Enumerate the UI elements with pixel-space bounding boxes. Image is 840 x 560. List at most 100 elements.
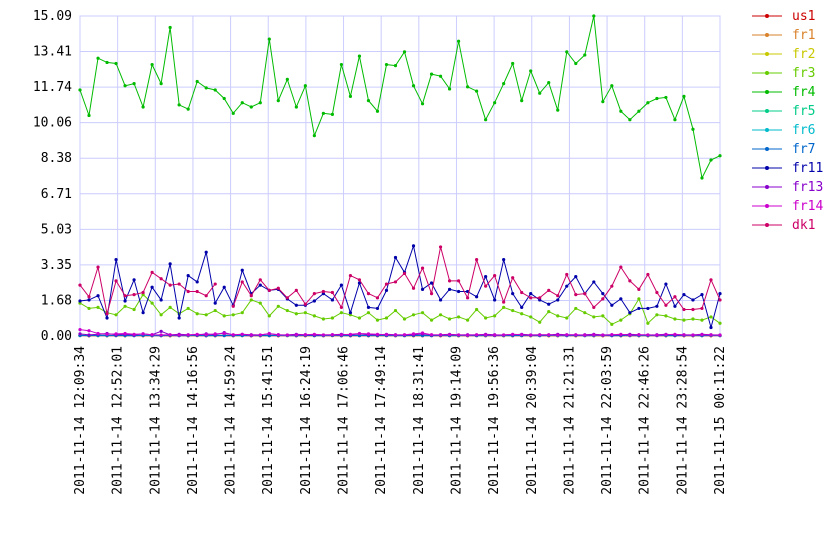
data-point-fr3 <box>556 314 560 318</box>
data-point-fr14 <box>610 333 614 337</box>
data-point-fr4 <box>357 54 362 58</box>
data-point-dk1 <box>267 288 271 293</box>
data-point-fr14 <box>294 333 298 337</box>
data-point-dk1 <box>303 302 307 306</box>
data-point-fr4 <box>628 118 632 122</box>
data-point-dk1 <box>132 293 136 297</box>
data-point-fr3 <box>159 313 163 317</box>
data-point-fr11 <box>411 244 416 248</box>
legend-item-fr13: fr13 <box>752 180 823 195</box>
data-point-fr4 <box>105 60 109 65</box>
data-point-dk1 <box>655 290 659 295</box>
data-point-fr14 <box>195 332 199 336</box>
data-point-fr14 <box>231 333 235 337</box>
data-point-fr14 <box>502 333 506 337</box>
data-point-fr11 <box>177 316 181 320</box>
data-point-fr14 <box>276 333 280 337</box>
data-point-fr4 <box>87 113 91 118</box>
data-point-dk1 <box>357 278 362 282</box>
data-point-fr4 <box>610 84 614 88</box>
data-point-fr4 <box>438 74 443 78</box>
data-point-fr3 <box>204 313 208 317</box>
data-point-fr4 <box>276 99 280 103</box>
plot-frame <box>79 15 721 337</box>
data-point-fr3 <box>303 311 307 315</box>
data-point-fr11 <box>655 304 659 308</box>
data-point-fr4 <box>420 102 425 106</box>
data-point-dk1 <box>375 296 380 300</box>
legend-swatch-marker <box>765 33 769 37</box>
data-point-fr11 <box>637 306 641 311</box>
series-line-fr4 <box>79 15 721 180</box>
data-point-fr14 <box>429 333 434 337</box>
data-point-fr11 <box>493 298 497 302</box>
data-point-fr4 <box>114 61 118 66</box>
data-point-fr11 <box>456 289 461 294</box>
data-point-fr11 <box>502 258 506 262</box>
data-point-dk1 <box>556 294 560 298</box>
legend-swatch-marker <box>765 52 769 56</box>
legend: us1 fr1 fr2 fr3 fr4 fr5 fr6 fr7 fr11 fr13 fr14 dk1 <box>752 9 823 233</box>
legend-swatch-marker <box>765 14 769 18</box>
data-point-dk1 <box>628 279 632 283</box>
legend-swatch-marker <box>765 147 769 151</box>
data-point-fr3 <box>682 318 686 322</box>
data-point-fr3 <box>258 301 262 305</box>
data-point-dk1 <box>123 294 127 298</box>
y-tick-label: 6.71 <box>41 187 72 202</box>
data-point-fr14 <box>186 333 190 337</box>
data-point-fr11 <box>393 255 398 260</box>
data-point-fr3 <box>438 313 443 317</box>
data-point-dk1 <box>285 296 289 300</box>
legend-label: us1 <box>792 9 815 24</box>
data-point-dk1 <box>673 295 677 299</box>
data-point-fr14 <box>114 332 118 336</box>
data-point-fr14 <box>222 331 226 336</box>
data-point-fr14 <box>700 333 704 337</box>
data-point-fr3 <box>511 308 515 313</box>
data-point-fr14 <box>105 332 109 336</box>
data-point-fr4 <box>565 50 569 54</box>
series-fr14 <box>78 328 722 337</box>
x-tick-label: 2011-11-14 22:03:59 <box>600 346 615 495</box>
data-point-dk1 <box>493 273 497 278</box>
data-point-dk1 <box>150 270 154 274</box>
data-point-fr11 <box>186 273 190 278</box>
data-point-fr11 <box>628 311 632 315</box>
grid-lines <box>79 15 721 337</box>
data-point-fr11 <box>619 297 623 301</box>
data-point-fr4 <box>132 82 136 86</box>
data-point-fr3 <box>276 304 280 308</box>
data-point-fr4 <box>718 154 722 158</box>
data-point-fr4 <box>700 176 704 180</box>
data-point-fr4 <box>574 61 578 66</box>
legend-item-fr6: fr6 <box>752 123 815 138</box>
data-point-fr11 <box>475 295 479 299</box>
data-point-fr3 <box>222 314 226 318</box>
data-point-dk1 <box>330 290 334 295</box>
data-point-dk1 <box>213 282 217 286</box>
data-point-fr4 <box>78 88 82 92</box>
data-point-dk1 <box>583 291 587 296</box>
data-point-fr4 <box>619 109 623 113</box>
data-point-dk1 <box>429 291 434 296</box>
data-point-fr3 <box>384 316 389 320</box>
legend-item-dk1: dk1 <box>752 218 815 233</box>
y-tick-label: 11.74 <box>33 80 72 95</box>
data-point-fr4 <box>249 105 253 109</box>
data-point-fr4 <box>447 87 452 91</box>
data-point-fr14 <box>348 332 353 336</box>
data-point-fr4 <box>601 100 605 104</box>
data-point-fr14 <box>637 333 641 337</box>
x-tick-label: 2011-11-14 12:52:01 <box>111 346 126 495</box>
data-point-dk1 <box>538 296 542 300</box>
data-point-dk1 <box>411 286 416 290</box>
data-point-dk1 <box>682 307 686 312</box>
data-point-fr3 <box>267 314 271 318</box>
data-point-dk1 <box>159 277 163 281</box>
legend-label: fr1 <box>792 28 815 43</box>
y-tick-label: 3.35 <box>41 258 72 273</box>
data-point-fr14 <box>520 333 524 337</box>
data-point-fr3 <box>475 307 479 312</box>
